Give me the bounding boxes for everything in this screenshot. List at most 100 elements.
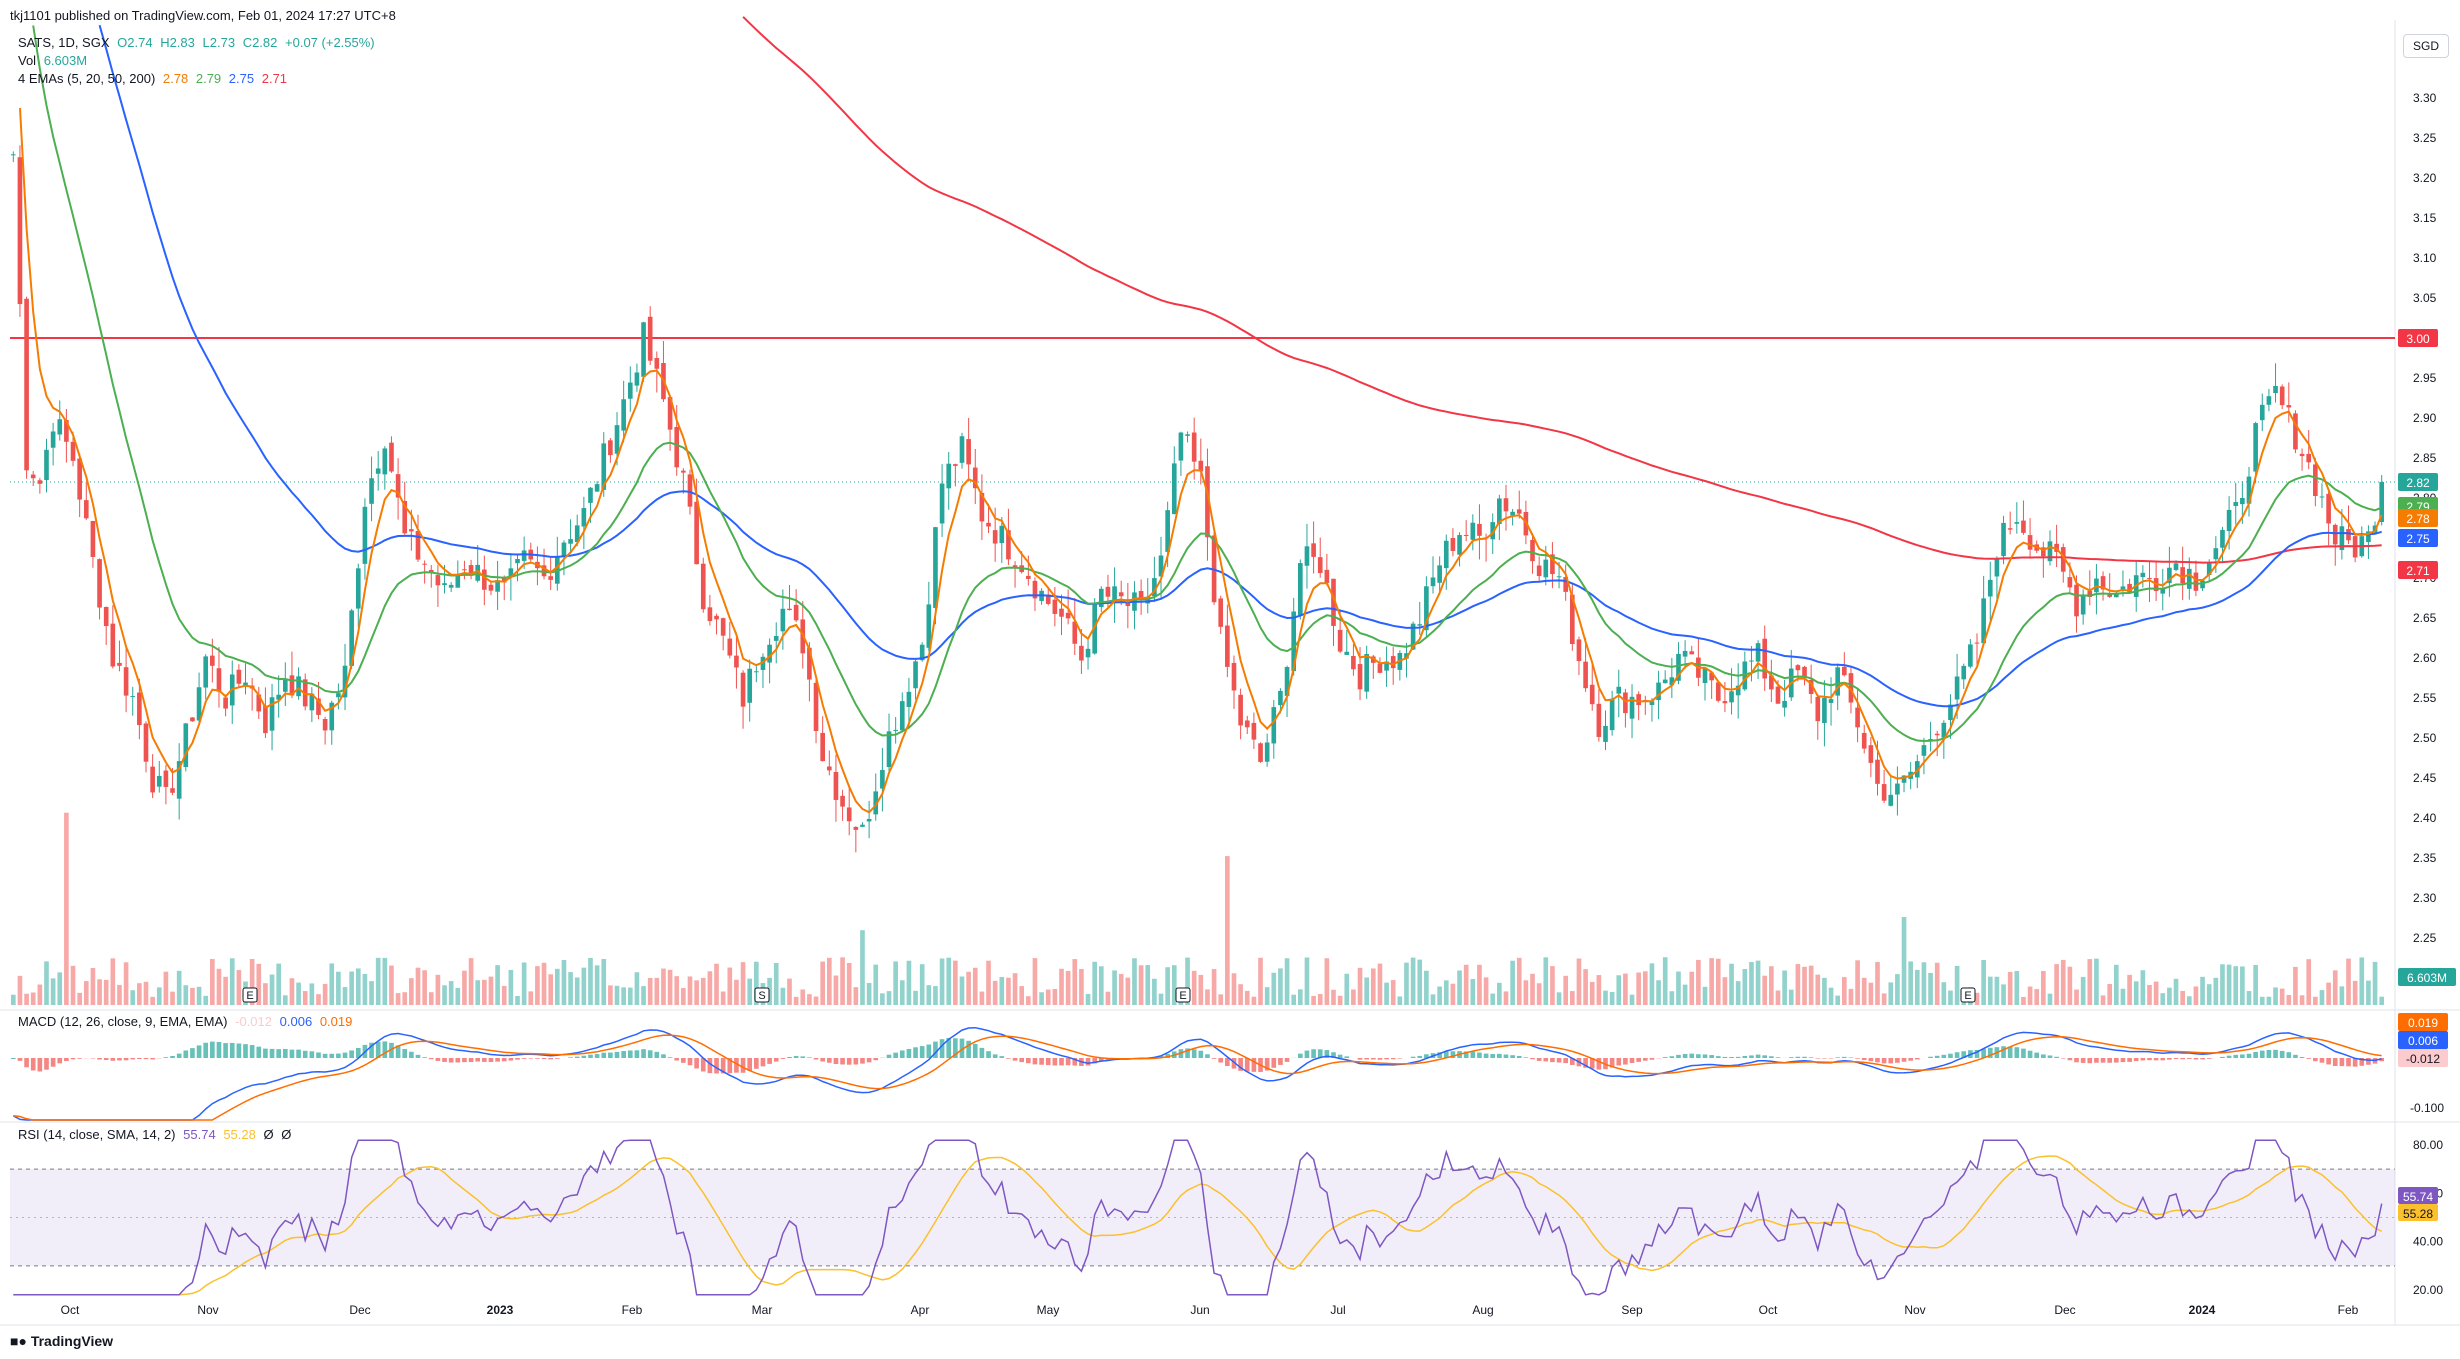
volume-bar [1516,957,1522,1005]
macd-histogram-bar [826,1058,832,1063]
macd-histogram-bar [409,1051,414,1058]
candle-body [873,791,879,815]
candle-body [1775,686,1781,704]
volume-bar [1729,963,1734,1005]
macd-histogram-bar [933,1041,938,1058]
volume-bar [77,992,82,1005]
volume-bar [1152,978,1157,1005]
macd-histogram-bar [548,1058,553,1060]
candle-body [1974,642,1980,644]
time-tick-label: May [1037,1303,1060,1317]
volume-bar [1271,972,1277,1005]
macd-histogram-bar [1802,1056,1807,1058]
candle-body [83,500,89,519]
macd-histogram-bar [2180,1058,2185,1060]
volume-bar [1782,970,1787,1005]
macd-histogram-bar [269,1048,275,1058]
candle-body [269,697,275,731]
macd-histogram-bar [249,1045,255,1058]
macd-histogram-bar [1052,1058,1058,1066]
macd-histogram-bar [1861,1058,1867,1061]
macd-histogram-bar [2047,1055,2053,1058]
candle-body [2293,413,2298,450]
candle-body [30,474,36,479]
volume-bar [1762,975,1768,1005]
macd-histogram-bar [2326,1058,2331,1065]
volume-bar [395,993,401,1005]
candle-body [2286,405,2292,408]
candle-body [1848,673,1854,703]
candle-body [2107,593,2113,597]
volume-bar [1855,960,1860,1005]
candle-body [1623,692,1628,714]
volume-bar [362,973,368,1005]
macd-histogram-bar [395,1045,401,1058]
macd-histogram-bar [1231,1058,1237,1069]
volume-bar [1689,971,1695,1005]
macd-label: MACD (12, 26, close, 9, EMA, EMA) [18,1014,228,1029]
volume-bar [369,981,374,1005]
macd-histogram-bar [110,1058,116,1061]
volume-bar [674,976,680,1005]
volume-bar [1981,959,1986,1005]
volume-bar [1795,964,1801,1005]
candle-body [1264,742,1270,762]
candle-body [156,775,162,787]
macd-histogram-bar [919,1046,925,1058]
candle-body [634,372,640,386]
macd-histogram-bar [2034,1052,2040,1058]
macd-histogram-bar [123,1058,129,1061]
macd-histogram-bar [1317,1049,1323,1058]
volume-bar [1198,974,1204,1005]
volume-bar [1556,992,1562,1005]
candle-body [395,474,401,498]
volume-bar [30,992,36,1005]
macd-histogram-bar [2339,1058,2345,1067]
macd-histogram-bar [1629,1058,1635,1063]
volume-bar [435,974,441,1005]
volume-bar [1788,989,1794,1005]
macd-histogram-bar [2379,1058,2385,1062]
macd-histogram-bar [455,1058,461,1063]
macd-histogram-bar [1211,1058,1217,1059]
volume-bar [1443,980,1449,1005]
macd-histogram-bar [2286,1052,2292,1058]
volume-bar [1702,986,1708,1005]
macd-histogram-bar [614,1051,620,1058]
rsi-line [13,1139,2383,1296]
volume-bar [1490,993,1496,1005]
candle-body [236,669,242,684]
macd-histogram-bar [953,1038,958,1058]
volume-bar [508,969,514,1005]
macd-histogram-bar [893,1052,898,1058]
macd-histogram-bar [1364,1058,1369,1060]
ema20-value: 2.79 [195,71,222,86]
candle-body [2173,563,2179,570]
time-tick-label: Oct [61,1303,80,1317]
candle-body [1258,743,1263,762]
candle-body [1815,696,1821,722]
volume-bar [2326,982,2331,1005]
ema50-line [98,24,2382,708]
candle-body [986,522,991,527]
macd-signal-value: 0.019 [319,1014,353,1029]
volume-bar [2193,986,2199,1005]
volume-bar [707,971,713,1005]
macd-histogram-bar [1039,1058,1044,1065]
candle-body [1351,656,1356,670]
macd-histogram-bar [515,1058,520,1060]
macd-histogram-bar [1822,1058,1827,1059]
candle-body [820,732,825,762]
volume-bar [1576,958,1582,1005]
volume-bar [415,967,421,1005]
candle-body [2273,385,2278,394]
macd-histogram-bar [966,1040,971,1058]
volume-bar [409,978,414,1005]
currency-button[interactable]: SGD [2403,34,2449,58]
volume-bar [893,961,898,1005]
macd-histogram-bar [1397,1058,1403,1059]
volume-bar [1477,964,1482,1005]
symbol-label: SATS, 1D, SGX [18,35,110,50]
candle-body [846,807,852,822]
